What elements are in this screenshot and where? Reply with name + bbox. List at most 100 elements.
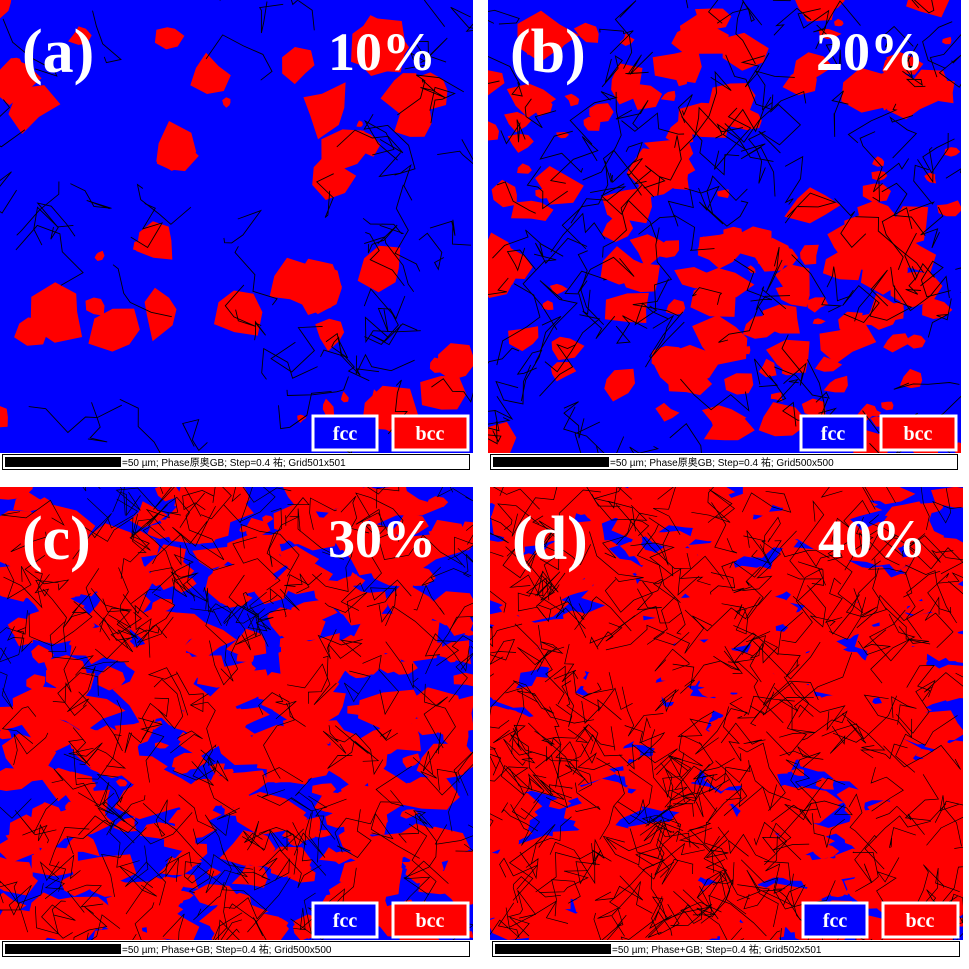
bcc-region [604,368,635,402]
bcc-region [707,101,750,131]
bcc-region [381,615,440,663]
bcc-region [420,376,467,410]
bcc-region [319,847,345,863]
bcc-region [269,257,313,309]
grain-boundary [511,777,543,820]
bcc-region [660,90,676,101]
grain-boundary [890,266,950,312]
grain-boundary [802,710,848,741]
grain-boundary [410,37,448,63]
grain-boundary [615,504,691,569]
grain-boundary [674,765,742,801]
grain-boundary [920,206,944,249]
grain-boundary [927,573,952,613]
bcc-region [935,677,963,697]
grain-boundary [78,804,115,836]
bcc-region [815,356,843,372]
grain-boundary [869,285,913,321]
grain-boundary [57,672,99,717]
grain-boundary [781,334,807,386]
grain-boundary [238,487,276,523]
bcc-region [800,244,819,265]
grain-boundary [41,904,76,939]
grain-boundary [821,695,898,740]
bcc-region [38,921,83,941]
bcc-region [565,675,588,687]
grain-boundary [842,284,880,324]
grain-boundary [355,492,404,542]
grain-boundary [370,812,420,859]
grain-boundary [682,889,710,924]
grain-boundary [370,323,418,346]
bcc-region [176,874,199,889]
bcc-region [314,830,332,838]
bcc-region [942,36,952,45]
legend-bcc: bcc [906,910,935,932]
grain-boundary [253,858,290,891]
grain-boundary [881,25,914,48]
grain-boundary [340,495,370,534]
bcc-region [262,515,274,525]
grain-boundary [904,232,935,281]
grain-boundary [223,209,263,244]
grain-boundary [421,566,472,586]
grain-boundary [52,646,77,703]
grain-boundary [773,7,812,36]
grain-boundary [574,782,601,812]
bcc-region [732,566,799,603]
grain-boundary [268,515,300,567]
grain-boundary [693,778,715,818]
grain-boundary [203,756,229,782]
grain-boundary [366,585,397,627]
grain-boundary [520,315,562,402]
bcc-region [357,245,401,293]
grain-boundary [450,6,473,32]
grain-boundary [539,544,592,571]
bcc-region [525,676,575,702]
bcc-region [703,497,753,537]
grain-boundary [615,315,648,344]
legend-bcc-box [391,901,470,939]
grain-boundary [924,596,954,648]
bcc-region [348,487,410,525]
grain-boundary [764,861,801,921]
grain-boundary [597,687,633,721]
grain-boundary [519,851,539,880]
grain-boundary [621,112,685,135]
grain-boundary [561,161,609,250]
grain-boundary [67,665,96,712]
grain-boundary [205,609,234,682]
bcc-region [801,398,826,419]
grain-boundary [125,845,166,906]
bcc-region [944,147,961,157]
bcc-region [129,501,168,529]
panel-label: (d) [512,505,588,573]
grain-boundary [761,802,812,854]
grain-boundary [488,277,509,296]
grain-boundary [799,542,843,568]
grain-boundary [493,687,525,744]
grain-boundary [363,288,399,345]
grain-boundary [672,663,696,694]
bcc-region [535,560,592,585]
grain-boundary [570,186,627,224]
bcc-region [790,768,804,776]
grain-boundary [807,585,836,628]
bcc-region [173,843,208,862]
grain-boundary [510,804,540,846]
grain-boundary [591,838,612,864]
grain-boundary [34,900,66,935]
grain-boundary [934,800,963,849]
grain-boundary [42,588,67,653]
grain-boundary [258,1,284,34]
bcc-region [0,706,38,731]
bcc-region [834,18,844,27]
grain-boundary [90,588,139,640]
grain-boundary [413,584,445,615]
grain-boundary [673,214,715,251]
grain-boundary [826,558,877,635]
bcc-region [88,308,140,352]
bcc-region [192,884,241,906]
bcc-region [571,917,608,937]
grain-boundary [905,564,957,624]
